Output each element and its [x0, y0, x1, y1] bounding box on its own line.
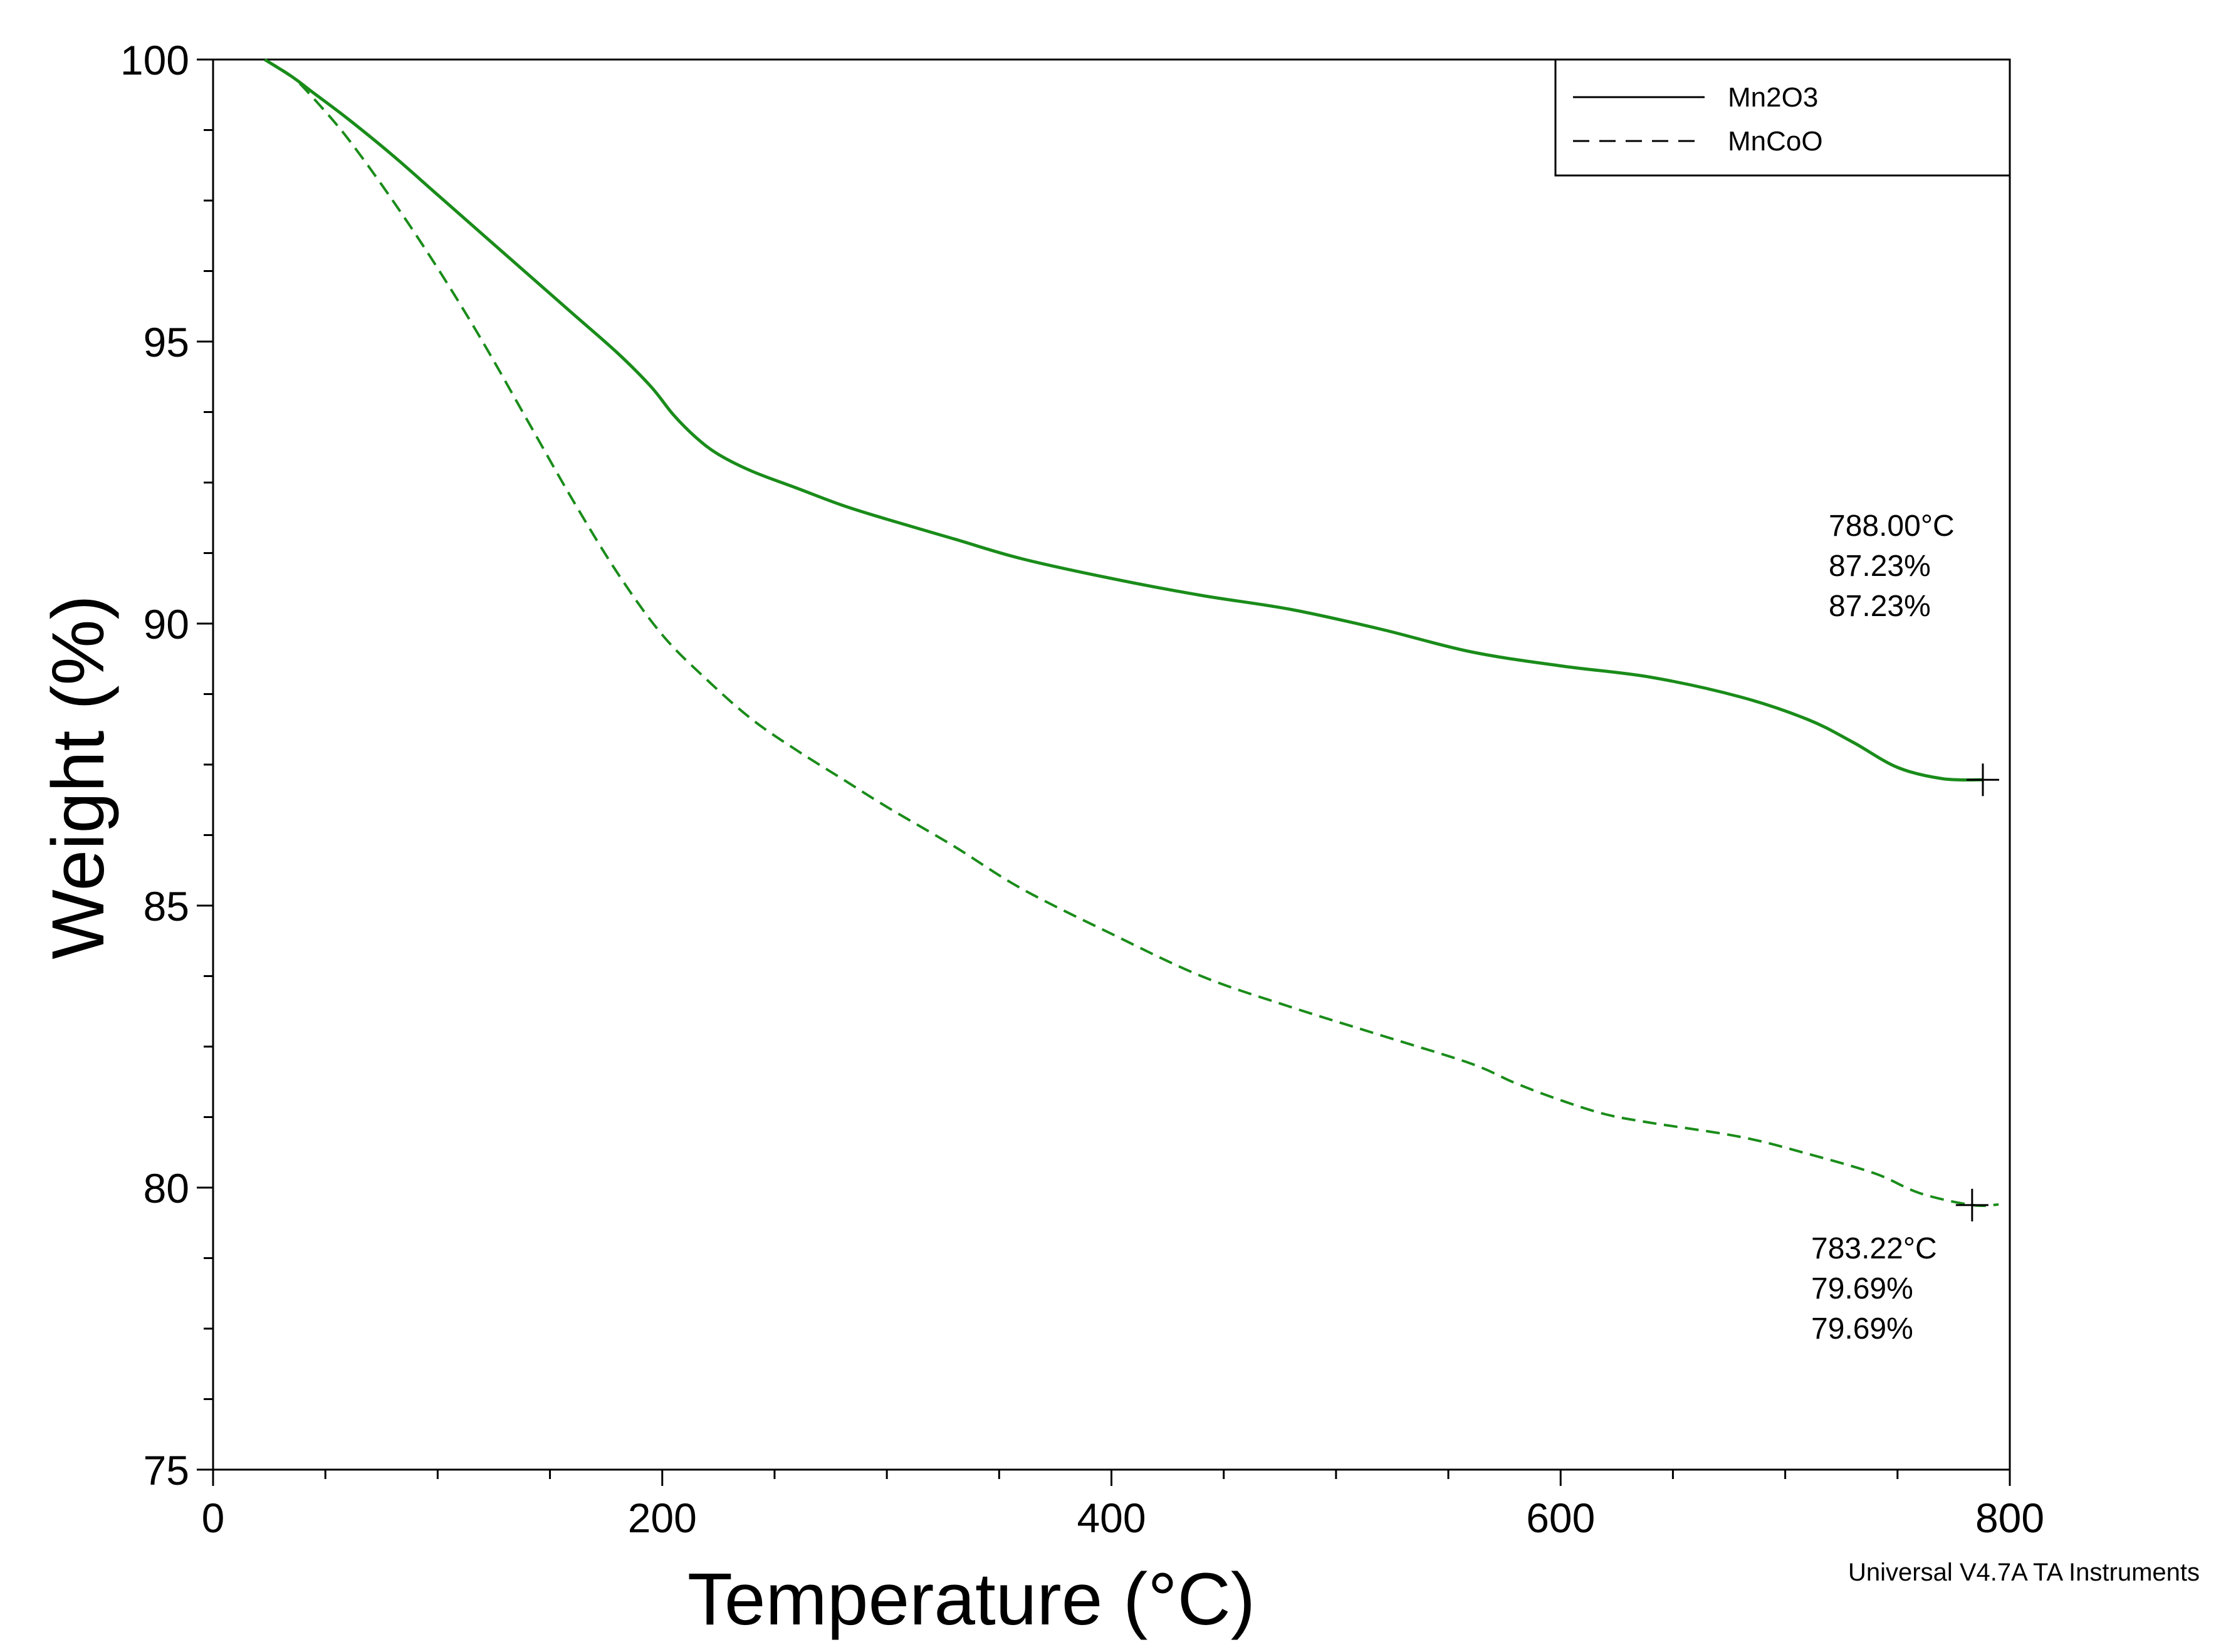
annotation-mncoo: 783.22°C 79.69% 79.69% [1811, 1232, 1937, 1346]
legend: Mn2O3 MnCoO [1554, 58, 2011, 177]
y-tick-label: 80 [144, 1165, 189, 1211]
x-axis-ticks: 0 200 400 600 800 [202, 1470, 2044, 1541]
x-tick-label: 800 [1975, 1495, 2044, 1541]
instrument-credit: Universal V4.7A TA Instruments [1848, 1559, 2200, 1586]
y-axis-title: Weight (%) [37, 595, 120, 959]
annotation-mn2o3: 788.00°C 87.23% 87.23% [1829, 510, 1955, 623]
series-line-mn2o3 [264, 58, 1983, 782]
annotation-line: 79.69% [1811, 1312, 1913, 1346]
annotation-line: 788.00°C [1829, 510, 1955, 543]
annotation-marker-mncoo [1955, 1188, 1988, 1221]
annotation-line: 79.69% [1811, 1272, 1913, 1305]
legend-label-mncoo: MnCoO [1728, 126, 1823, 157]
annotation-marker-mn2o3 [1966, 763, 1999, 797]
x-tick-label: 400 [1077, 1495, 1146, 1541]
y-tick-label: 100 [120, 37, 189, 83]
y-tick-label: 75 [144, 1447, 189, 1493]
y-tick-label: 90 [144, 601, 189, 647]
annotation-line: 87.23% [1829, 590, 1931, 623]
x-axis-title: Temperature (°C) [687, 1558, 1255, 1641]
x-tick-label: 200 [628, 1495, 697, 1541]
y-axis-ticks: 75 80 85 90 95 100 [120, 37, 213, 1493]
series-line-mncoo [264, 58, 1999, 1208]
y-tick-label: 95 [144, 319, 189, 365]
annotation-line: 87.23% [1829, 550, 1931, 583]
x-tick-label: 0 [202, 1495, 225, 1541]
plot-area [212, 58, 2011, 1471]
legend-label-mn2o3: Mn2O3 [1728, 82, 1818, 113]
annotation-line: 783.22°C [1811, 1232, 1937, 1265]
legend-box [1554, 58, 2011, 177]
y-tick-label: 85 [144, 883, 189, 929]
x-tick-label: 600 [1526, 1495, 1595, 1541]
